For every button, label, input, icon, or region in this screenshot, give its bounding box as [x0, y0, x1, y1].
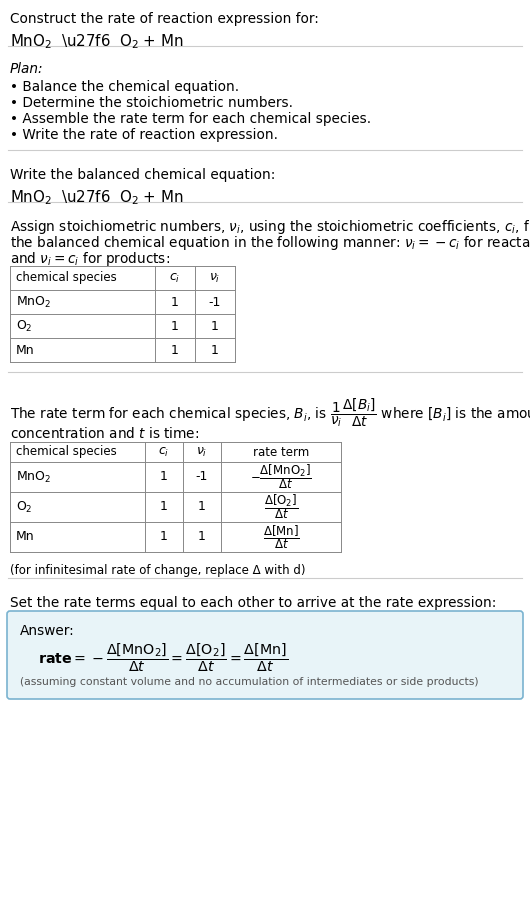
Text: • Determine the stoichiometric numbers.: • Determine the stoichiometric numbers.	[10, 96, 293, 110]
Text: chemical species: chemical species	[16, 271, 117, 285]
Text: 1: 1	[160, 470, 168, 483]
Text: 1: 1	[171, 319, 179, 332]
Text: rate term: rate term	[253, 446, 309, 459]
Text: (for infinitesimal rate of change, replace Δ with d): (for infinitesimal rate of change, repla…	[10, 564, 305, 577]
Text: $-\dfrac{\Delta[\mathregular{MnO_2}]}{\Delta t}$: $-\dfrac{\Delta[\mathregular{MnO_2}]}{\D…	[250, 462, 312, 491]
Text: -1: -1	[209, 296, 221, 308]
Text: 1: 1	[198, 501, 206, 513]
Text: • Assemble the rate term for each chemical species.: • Assemble the rate term for each chemic…	[10, 112, 371, 126]
Text: Assign stoichiometric numbers, $\nu_i$, using the stoichiometric coefficients, $: Assign stoichiometric numbers, $\nu_i$, …	[10, 218, 530, 236]
Text: $c_i$: $c_i$	[170, 271, 181, 285]
Text: The rate term for each chemical species, $B_i$, is $\dfrac{1}{\nu_i}\dfrac{\Delt: The rate term for each chemical species,…	[10, 396, 530, 429]
Text: $\mathregular{MnO_2}$  \u27f6  $\mathregular{O_2}$ + Mn: $\mathregular{MnO_2}$ \u27f6 $\mathregul…	[10, 188, 183, 207]
Text: $\mathregular{O_2}$: $\mathregular{O_2}$	[16, 500, 32, 514]
Text: $c_i$: $c_i$	[158, 446, 170, 459]
Text: Plan:: Plan:	[10, 62, 43, 76]
Text: $\mathregular{MnO_2}$  \u27f6  $\mathregular{O_2}$ + Mn: $\mathregular{MnO_2}$ \u27f6 $\mathregul…	[10, 32, 183, 51]
Text: $\mathbf{rate} = -\dfrac{\Delta[\mathregular{MnO_2}]}{\Delta t} = \dfrac{\Delta[: $\mathbf{rate} = -\dfrac{\Delta[\mathreg…	[38, 642, 288, 674]
Text: $\nu_i$: $\nu_i$	[196, 446, 208, 459]
Text: Answer:: Answer:	[20, 624, 75, 638]
Text: 1: 1	[211, 343, 219, 357]
Text: -1: -1	[196, 470, 208, 483]
Text: 1: 1	[160, 531, 168, 543]
Text: • Balance the chemical equation.: • Balance the chemical equation.	[10, 80, 239, 94]
Text: Mn: Mn	[16, 531, 34, 543]
Text: 1: 1	[211, 319, 219, 332]
FancyBboxPatch shape	[7, 611, 523, 699]
Text: 1: 1	[198, 531, 206, 543]
Text: $\dfrac{\Delta[\mathregular{O_2}]}{\Delta t}$: $\dfrac{\Delta[\mathregular{O_2}]}{\Delt…	[264, 492, 298, 521]
Text: Set the rate terms equal to each other to arrive at the rate expression:: Set the rate terms equal to each other t…	[10, 596, 497, 610]
Text: $\mathregular{MnO_2}$: $\mathregular{MnO_2}$	[16, 295, 51, 309]
Text: $\mathregular{O_2}$: $\mathregular{O_2}$	[16, 318, 32, 334]
Text: Mn: Mn	[16, 343, 34, 357]
Text: $\mathregular{MnO_2}$: $\mathregular{MnO_2}$	[16, 470, 51, 484]
Text: the balanced chemical equation in the following manner: $\nu_i = -c_i$ for react: the balanced chemical equation in the fo…	[10, 234, 530, 252]
Text: and $\nu_i = c_i$ for products:: and $\nu_i = c_i$ for products:	[10, 250, 170, 268]
Text: • Write the rate of reaction expression.: • Write the rate of reaction expression.	[10, 128, 278, 142]
Text: Construct the rate of reaction expression for:: Construct the rate of reaction expressio…	[10, 12, 319, 26]
Text: 1: 1	[171, 296, 179, 308]
Text: $\dfrac{\Delta[\mathregular{Mn}]}{\Delta t}$: $\dfrac{\Delta[\mathregular{Mn}]}{\Delta…	[262, 523, 299, 551]
Text: (assuming constant volume and no accumulation of intermediates or side products): (assuming constant volume and no accumul…	[20, 677, 479, 687]
Text: 1: 1	[171, 343, 179, 357]
Text: chemical species: chemical species	[16, 446, 117, 459]
Text: Write the balanced chemical equation:: Write the balanced chemical equation:	[10, 168, 276, 182]
Text: $\nu_i$: $\nu_i$	[209, 271, 220, 285]
Text: concentration and $t$ is time:: concentration and $t$ is time:	[10, 426, 199, 441]
Text: 1: 1	[160, 501, 168, 513]
